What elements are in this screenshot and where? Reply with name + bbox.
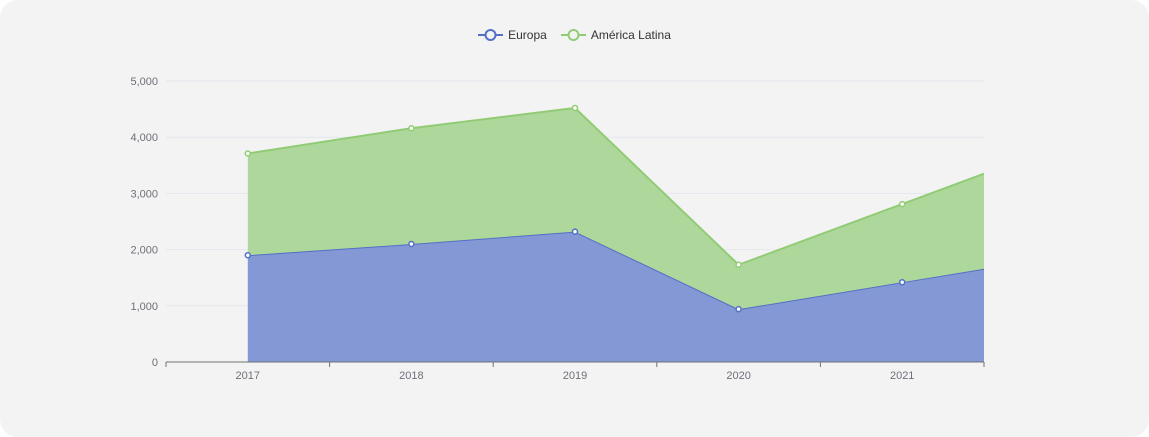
- y-tick-label: 2,000: [130, 245, 158, 257]
- data-point-europa[interactable]: [408, 240, 415, 248]
- legend-item-america-latina[interactable]: América Latina: [560, 28, 671, 42]
- x-tick-label: 2019: [563, 370, 587, 382]
- x-tick-label: 2020: [726, 370, 750, 382]
- data-point-europa[interactable]: [571, 228, 579, 235]
- data-point-europa[interactable]: [735, 305, 742, 313]
- data-point-europa[interactable]: [244, 251, 252, 259]
- series-line-america-latina: [247, 106, 985, 266]
- data-point-america-latina[interactable]: [408, 124, 415, 132]
- data-point-america-latina[interactable]: [898, 200, 906, 208]
- legend-marker-europa-icon: [478, 29, 504, 41]
- data-point-america-latina[interactable]: [571, 104, 579, 112]
- chart-legend: Europa América Latina: [0, 28, 1149, 42]
- legend-label-america-latina: América Latina: [590, 28, 671, 42]
- y-tick-label: 4,000: [130, 132, 158, 144]
- area-europa: [247, 231, 985, 362]
- y-tick-label: 5,000: [130, 76, 158, 88]
- data-point-america-latina[interactable]: [244, 150, 252, 157]
- data-point-america-latina[interactable]: [735, 261, 742, 269]
- legend-marker-america-latina-icon: [560, 29, 586, 41]
- x-tick-label: 2021: [890, 370, 914, 382]
- legend-label-europa: Europa: [508, 28, 547, 42]
- data-point-europa[interactable]: [898, 278, 906, 286]
- y-tick-label: 0: [152, 357, 158, 369]
- y-tick-label: 1,000: [130, 301, 158, 313]
- y-tick-label: 3,000: [130, 188, 158, 200]
- legend-item-europa[interactable]: Europa: [478, 28, 547, 42]
- x-tick-label: 2018: [399, 370, 423, 382]
- area-america-latina: [247, 107, 985, 310]
- x-tick-label: 2017: [236, 370, 260, 382]
